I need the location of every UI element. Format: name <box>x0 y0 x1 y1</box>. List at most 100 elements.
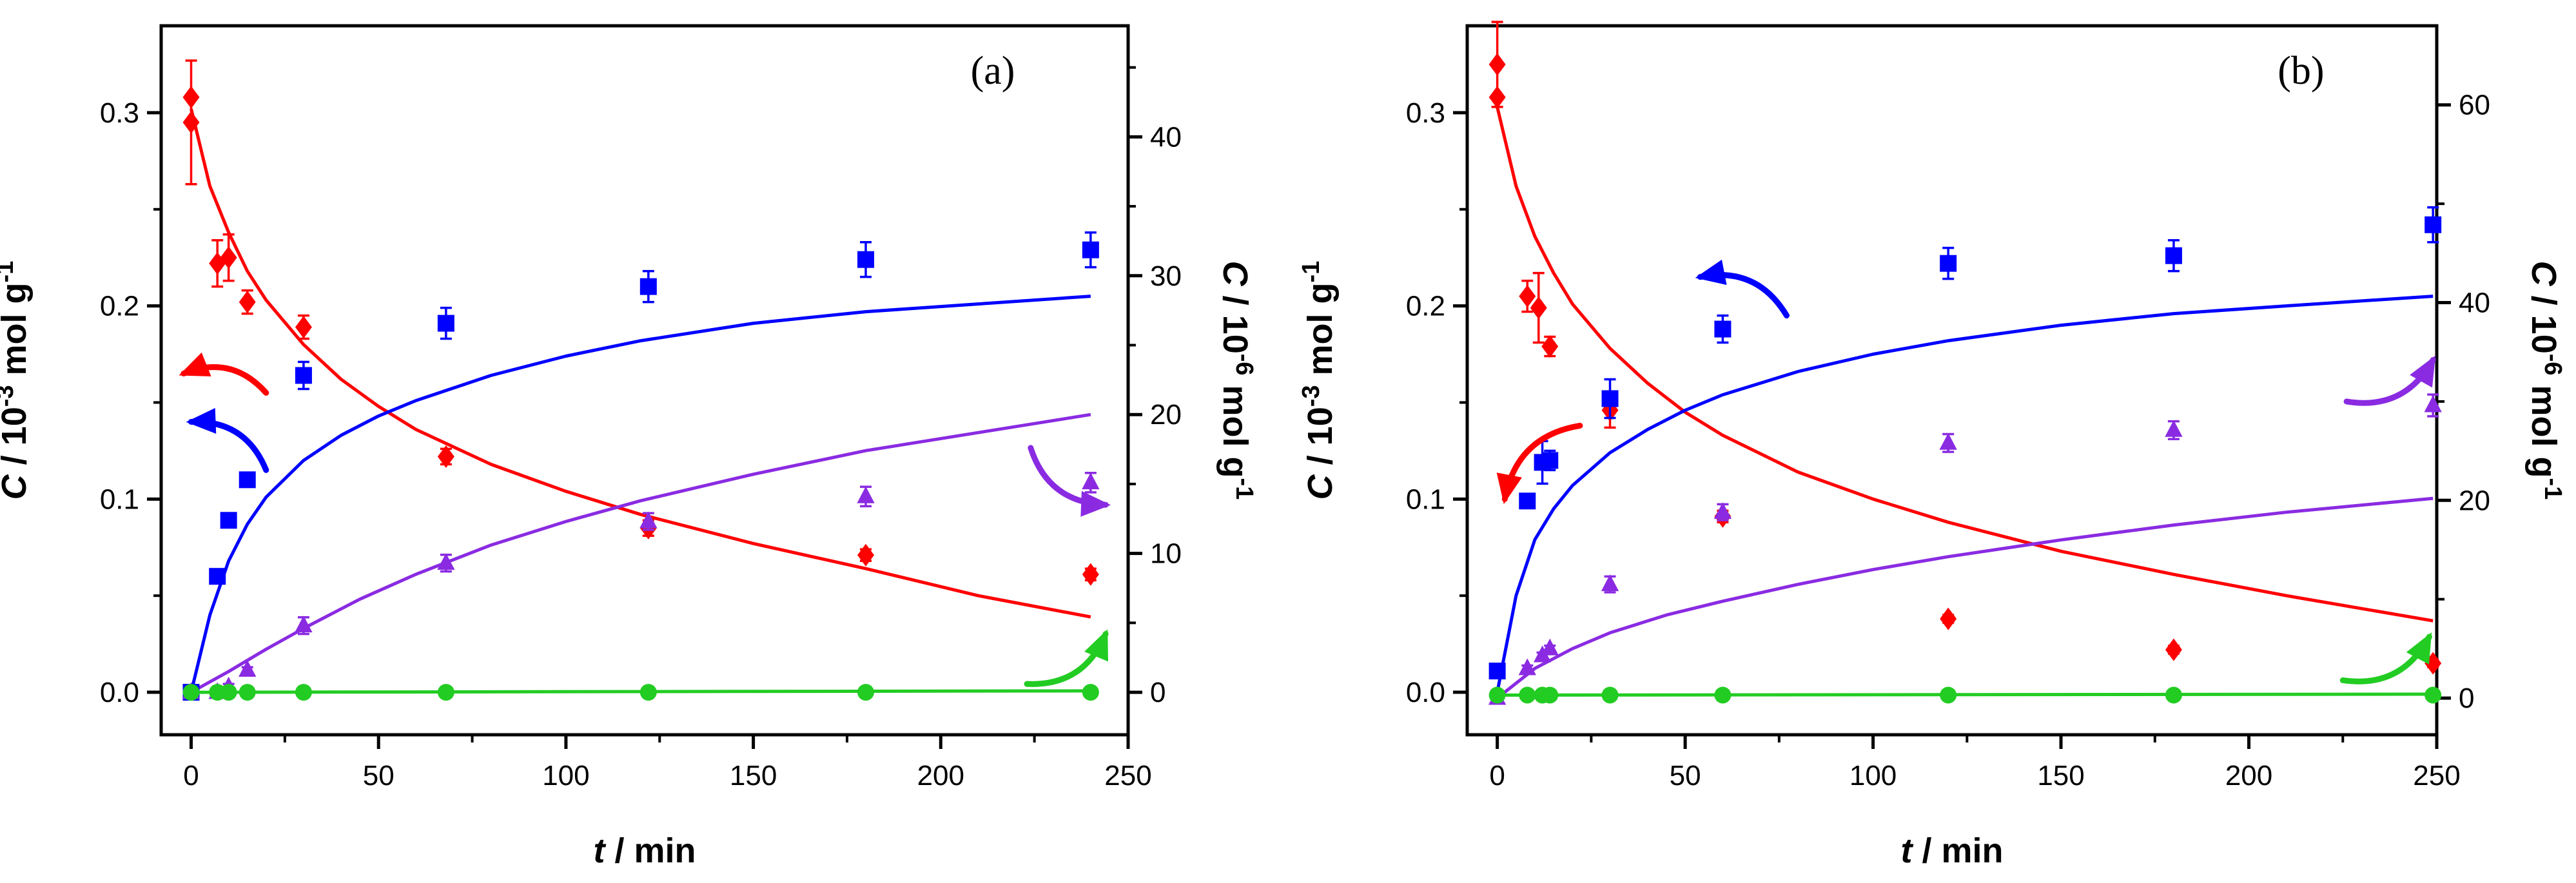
red-point <box>2425 652 2442 675</box>
y-left-tick-label: 0.0 <box>1406 677 1445 708</box>
green-point <box>1519 686 1536 704</box>
y-axis-title-text: mol g <box>2524 376 2563 478</box>
y-right-axis-title: C / 10-6 mol g-1 <box>1216 261 1258 500</box>
green-series <box>182 684 1099 701</box>
red-point <box>437 445 454 468</box>
y-right-tick-label: 0 <box>1150 677 1166 708</box>
y-left-tick-label: 0.3 <box>1406 97 1445 129</box>
x-axis-title-unit: / min <box>605 831 696 870</box>
blue-point <box>639 278 657 295</box>
y-right-tick-label: 40 <box>1150 121 1182 153</box>
y-left-axis-title: C / 10-3 mol g-1 <box>0 261 34 500</box>
curved-arrow-head <box>1080 490 1111 517</box>
y-axis-title-text: / 10 <box>2524 286 2563 354</box>
x-tick-label: 0 <box>1489 760 1505 791</box>
blue-point <box>1541 452 1559 469</box>
blue-point <box>1940 255 1957 272</box>
green-point <box>1940 686 1957 704</box>
y-right-tick-label: 40 <box>2459 287 2490 319</box>
blue-point <box>239 471 256 489</box>
y-axis-title-text: mol g <box>1216 376 1254 478</box>
purple-point <box>857 486 875 503</box>
green-point <box>2425 686 2442 704</box>
purple-point <box>437 553 455 570</box>
red-point <box>1082 563 1099 586</box>
x-axis-title-var: t <box>1901 831 1914 870</box>
y-axis-title-var: C <box>1301 474 1340 500</box>
blue-point <box>1714 320 1732 338</box>
curved-arrow-shaft <box>2343 356 2436 406</box>
plot-frame <box>1465 24 2439 737</box>
x-tick-label: 250 <box>2413 760 2460 791</box>
green-point <box>182 684 200 701</box>
blue-fit-line <box>190 295 1091 693</box>
purple-point <box>639 511 658 529</box>
panel-a: 0 50 100 150 200 250 0.0 0.1 0.2 0.3 0 10 20 30 40 (a) t… <box>0 24 1258 870</box>
curved-arrow-shaft <box>1024 631 1109 687</box>
blue-fit-line <box>1496 295 2434 693</box>
red-point <box>1541 335 1559 358</box>
curved-arrow-head <box>2410 355 2436 388</box>
x-tick-label: 250 <box>1104 760 1151 791</box>
curved-arrow-shaft <box>2339 634 2432 684</box>
y-axis-title-var: C <box>2524 261 2563 287</box>
curved-arrow-head <box>2406 632 2432 665</box>
y-axis-title-exponent: -3 <box>1298 385 1325 407</box>
green-point <box>857 684 875 701</box>
blue-point <box>857 251 875 268</box>
red-point <box>220 246 237 269</box>
curved-arrow-head <box>1695 259 1727 286</box>
red-series <box>1488 21 2442 675</box>
purple-point <box>1601 574 1619 592</box>
x-tick-label: 150 <box>730 760 777 791</box>
green-series <box>1488 686 2442 704</box>
y-axis-title-text: mol g <box>0 282 34 385</box>
x-tick-label: 50 <box>1670 760 1701 791</box>
x-tick-label: 0 <box>183 760 199 791</box>
y-right-tick-label: 10 <box>1150 538 1182 570</box>
x-axis-title-var: t <box>594 831 607 870</box>
x-tick-label: 100 <box>542 760 589 791</box>
red-point <box>239 291 256 314</box>
blue-point <box>209 568 226 585</box>
blue-point <box>2425 216 2442 233</box>
y-axis-title-exponent: -1 <box>1298 261 1325 283</box>
y-right-tick-label: 20 <box>1150 399 1182 431</box>
y-right-tick-label: 30 <box>1150 260 1182 292</box>
blue-point <box>1519 492 1536 510</box>
green-point <box>639 684 657 701</box>
y-axis-title-text: / 10 <box>1216 286 1254 354</box>
y-right-tick-label: 60 <box>2459 90 2490 121</box>
curved-arrow-head <box>186 408 217 434</box>
y-left-tick-label: 0.3 <box>100 97 139 129</box>
y-left-tick-label: 0.1 <box>100 483 139 515</box>
x-axis-title-unit: / min <box>1912 831 2003 870</box>
red-fit-line <box>1496 106 2434 623</box>
green-point <box>295 684 312 701</box>
curved-arrow-shaft <box>1028 445 1109 508</box>
y-axis-title-exponent: -3 <box>0 385 19 407</box>
green-point <box>1082 684 1099 701</box>
x-tick-label: 100 <box>1849 760 1897 791</box>
purple-point <box>2424 395 2442 412</box>
red-point <box>295 316 312 339</box>
y-right-tick-label: 20 <box>2459 485 2490 516</box>
y-left-tick-label: 0.0 <box>100 677 139 708</box>
blue-point <box>2165 247 2182 264</box>
y-axis-title-text: / 10 <box>0 407 34 474</box>
y-axis-title-exponent: -1 <box>1231 478 1258 500</box>
curved-arrow-head <box>1496 472 1522 505</box>
red-point <box>1519 285 1536 308</box>
red-series <box>182 59 1099 586</box>
purple-point <box>2165 420 2183 437</box>
red-point <box>1530 296 1547 320</box>
purple-point <box>1713 502 1732 519</box>
blue-series <box>182 231 1099 701</box>
y-left-axis-title: C / 10-3 mol g-1 <box>1298 261 1340 500</box>
curved-arrow-shaft <box>188 418 269 473</box>
red-point <box>1940 607 1957 630</box>
x-tick-label: 200 <box>917 760 964 791</box>
red-point <box>1488 86 1506 109</box>
blue-point <box>1601 390 1619 407</box>
